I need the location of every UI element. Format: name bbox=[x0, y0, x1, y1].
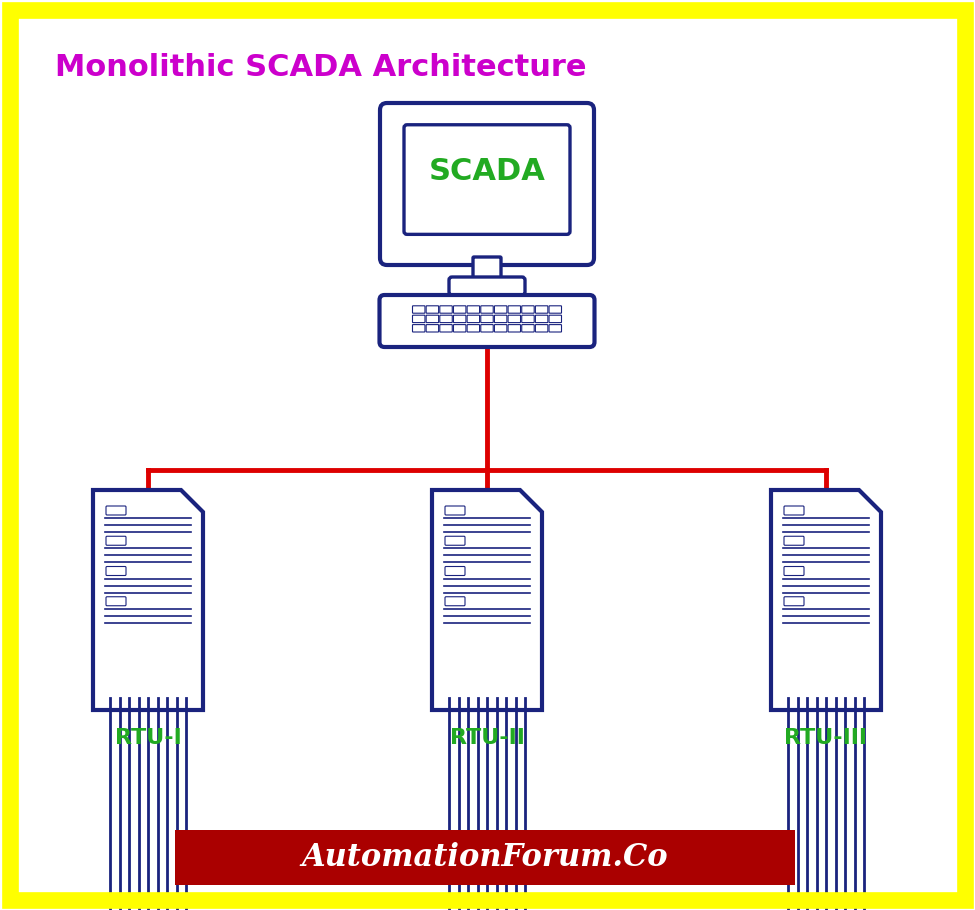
FancyBboxPatch shape bbox=[440, 306, 452, 313]
FancyBboxPatch shape bbox=[522, 306, 534, 313]
FancyBboxPatch shape bbox=[784, 597, 804, 606]
FancyBboxPatch shape bbox=[481, 306, 493, 313]
FancyBboxPatch shape bbox=[445, 536, 465, 545]
FancyBboxPatch shape bbox=[106, 536, 126, 545]
FancyBboxPatch shape bbox=[404, 125, 570, 235]
FancyBboxPatch shape bbox=[535, 306, 548, 313]
FancyBboxPatch shape bbox=[445, 597, 465, 606]
FancyBboxPatch shape bbox=[494, 315, 507, 323]
Text: RTU-III: RTU-III bbox=[785, 728, 868, 748]
FancyBboxPatch shape bbox=[379, 295, 595, 347]
FancyBboxPatch shape bbox=[494, 325, 507, 332]
Text: RTU-I: RTU-I bbox=[115, 728, 181, 748]
FancyBboxPatch shape bbox=[412, 306, 425, 313]
FancyBboxPatch shape bbox=[445, 506, 465, 515]
FancyBboxPatch shape bbox=[412, 315, 425, 323]
FancyBboxPatch shape bbox=[508, 315, 521, 323]
FancyBboxPatch shape bbox=[380, 103, 594, 265]
FancyBboxPatch shape bbox=[453, 306, 466, 313]
FancyBboxPatch shape bbox=[522, 325, 534, 332]
FancyBboxPatch shape bbox=[473, 257, 501, 281]
FancyBboxPatch shape bbox=[481, 315, 493, 323]
FancyBboxPatch shape bbox=[426, 325, 439, 332]
FancyBboxPatch shape bbox=[508, 325, 521, 332]
FancyBboxPatch shape bbox=[549, 315, 562, 323]
FancyBboxPatch shape bbox=[467, 315, 480, 323]
FancyBboxPatch shape bbox=[449, 277, 525, 295]
FancyBboxPatch shape bbox=[440, 325, 452, 332]
FancyBboxPatch shape bbox=[426, 315, 439, 323]
Polygon shape bbox=[93, 490, 203, 710]
FancyBboxPatch shape bbox=[175, 830, 795, 885]
Text: SCADA: SCADA bbox=[429, 157, 545, 186]
FancyBboxPatch shape bbox=[784, 536, 804, 545]
FancyBboxPatch shape bbox=[412, 325, 425, 332]
FancyBboxPatch shape bbox=[494, 306, 507, 313]
Polygon shape bbox=[384, 300, 590, 342]
FancyBboxPatch shape bbox=[453, 325, 466, 332]
Text: RTU-II: RTU-II bbox=[449, 728, 525, 748]
FancyBboxPatch shape bbox=[453, 315, 466, 323]
FancyBboxPatch shape bbox=[106, 597, 126, 606]
FancyBboxPatch shape bbox=[549, 306, 562, 313]
FancyBboxPatch shape bbox=[445, 567, 465, 575]
FancyBboxPatch shape bbox=[481, 325, 493, 332]
FancyBboxPatch shape bbox=[549, 325, 562, 332]
Text: Monolithic SCADA Architecture: Monolithic SCADA Architecture bbox=[55, 54, 587, 83]
Text: AutomationForum.Co: AutomationForum.Co bbox=[301, 842, 668, 873]
FancyBboxPatch shape bbox=[784, 567, 804, 575]
FancyBboxPatch shape bbox=[535, 315, 548, 323]
FancyBboxPatch shape bbox=[508, 306, 521, 313]
FancyBboxPatch shape bbox=[467, 325, 480, 332]
FancyBboxPatch shape bbox=[106, 506, 126, 515]
FancyBboxPatch shape bbox=[440, 315, 452, 323]
FancyBboxPatch shape bbox=[535, 325, 548, 332]
FancyBboxPatch shape bbox=[784, 506, 804, 515]
Polygon shape bbox=[432, 490, 542, 710]
Polygon shape bbox=[771, 490, 881, 710]
FancyBboxPatch shape bbox=[522, 315, 534, 323]
FancyBboxPatch shape bbox=[467, 306, 480, 313]
FancyBboxPatch shape bbox=[106, 567, 126, 575]
FancyBboxPatch shape bbox=[426, 306, 439, 313]
